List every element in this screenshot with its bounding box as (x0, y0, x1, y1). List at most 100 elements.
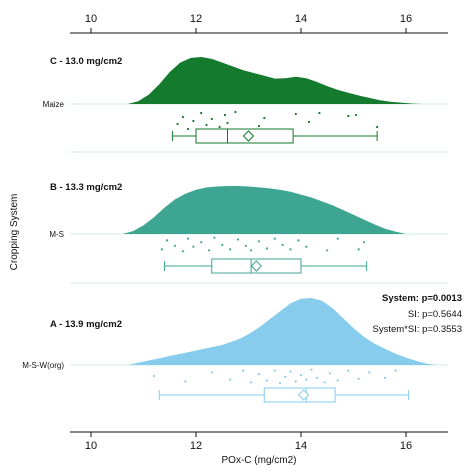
data-point (221, 243, 224, 246)
data-point (250, 249, 253, 252)
data-point (226, 121, 229, 125)
top-axis-ticks: 10 12 14 16 (85, 13, 412, 33)
top-tick-label: 14 (295, 13, 307, 25)
data-point (192, 245, 195, 248)
data-point (210, 371, 213, 374)
stats-line-system: System: p=0.0013 (382, 293, 462, 304)
data-point (213, 236, 216, 239)
data-point (210, 117, 213, 121)
data-point (218, 125, 221, 129)
data-point (318, 111, 321, 115)
data-point (294, 380, 297, 383)
group-annotation: A - 13.9 mg/cm2 (50, 319, 122, 330)
top-tick-label: 12 (190, 13, 202, 25)
data-point (229, 378, 232, 381)
top-tick-label: 16 (400, 13, 412, 25)
data-point (273, 237, 276, 240)
density-curve (127, 298, 438, 365)
data-point (278, 382, 282, 385)
data-point (200, 241, 203, 244)
stats-line-si: SI: p=0.5644 (408, 309, 462, 320)
x-axis-label: POx-C (mg/cm2) (222, 455, 297, 466)
data-point (376, 125, 379, 129)
data-point (192, 119, 195, 123)
bottom-tick-label: 16 (400, 440, 412, 452)
data-point (362, 241, 366, 244)
data-point (326, 249, 329, 252)
mean-diamond (297, 389, 310, 401)
data-point (273, 369, 276, 372)
plot-frame (70, 32, 448, 433)
data-point (234, 110, 237, 114)
data-point (355, 113, 358, 117)
data-point (242, 369, 245, 372)
data-point (250, 381, 253, 384)
bottom-tick-label: 12 (190, 440, 202, 452)
stats-annotation: System: p=0.0013 SI: p=0.5644 System*SI:… (372, 293, 462, 335)
data-point (383, 376, 387, 379)
data-point (368, 371, 371, 374)
mean-diamond (250, 260, 263, 272)
data-point (263, 116, 266, 120)
data-point (223, 113, 226, 117)
bottom-tick-label: 10 (85, 440, 97, 452)
data-point (307, 120, 310, 124)
top-tick-label: 10 (85, 13, 97, 25)
data-point (173, 244, 177, 247)
data-point (205, 123, 208, 127)
data-point (336, 379, 339, 382)
data-point (265, 247, 268, 250)
data-point (305, 245, 308, 248)
data-point (305, 378, 308, 381)
group-m-s-w-org-: M-S-W(org) A - 13.9 mg/cm2 (22, 298, 448, 403)
data-point (310, 368, 313, 371)
group-m-s: M-S B - 13.3 mg/cm2 (49, 182, 448, 284)
data-point (257, 373, 261, 376)
data-point (208, 249, 211, 252)
data-point (315, 376, 318, 379)
y-axis-label: Cropping System (9, 194, 20, 271)
data-point (166, 239, 169, 242)
data-point (236, 238, 240, 241)
group-maize: Maize C - 13.0 mg/cm2 (43, 56, 448, 153)
density-curve (127, 57, 422, 104)
bottom-axis-ticks: 10 12 14 16 (85, 432, 412, 452)
data-point (347, 114, 350, 118)
data-point (297, 239, 300, 242)
data-point (229, 248, 232, 251)
data-point (289, 248, 292, 251)
data-point (394, 369, 397, 372)
bottom-tick-label: 14 (295, 440, 307, 452)
group-annotation: C - 13.0 mg/cm2 (50, 56, 122, 67)
data-point (357, 248, 360, 251)
data-point (281, 243, 284, 246)
mean-diamond (242, 130, 255, 142)
category-label: M-S-W(org) (22, 361, 64, 370)
density-curve (122, 186, 406, 234)
data-point (160, 248, 163, 251)
category-label: M-S (49, 230, 64, 239)
data-point (257, 240, 261, 243)
data-point (347, 369, 350, 372)
data-point (200, 111, 203, 115)
data-point (244, 244, 247, 247)
data-point (187, 127, 190, 131)
group-annotation: B - 13.3 mg/cm2 (50, 182, 122, 193)
data-point (323, 381, 326, 384)
data-point (289, 370, 292, 373)
stats-line-interaction: System*SI: p=0.3553 (372, 324, 462, 335)
data-point (299, 374, 303, 377)
category-label: Maize (43, 100, 65, 109)
data-point (294, 112, 297, 116)
data-point (265, 379, 268, 382)
data-point (187, 237, 190, 240)
data-point (284, 375, 287, 378)
data-point (257, 124, 261, 128)
data-point (176, 122, 179, 126)
data-point (336, 237, 339, 240)
data-point (357, 377, 360, 380)
data-point (184, 380, 187, 383)
data-point (181, 115, 184, 119)
